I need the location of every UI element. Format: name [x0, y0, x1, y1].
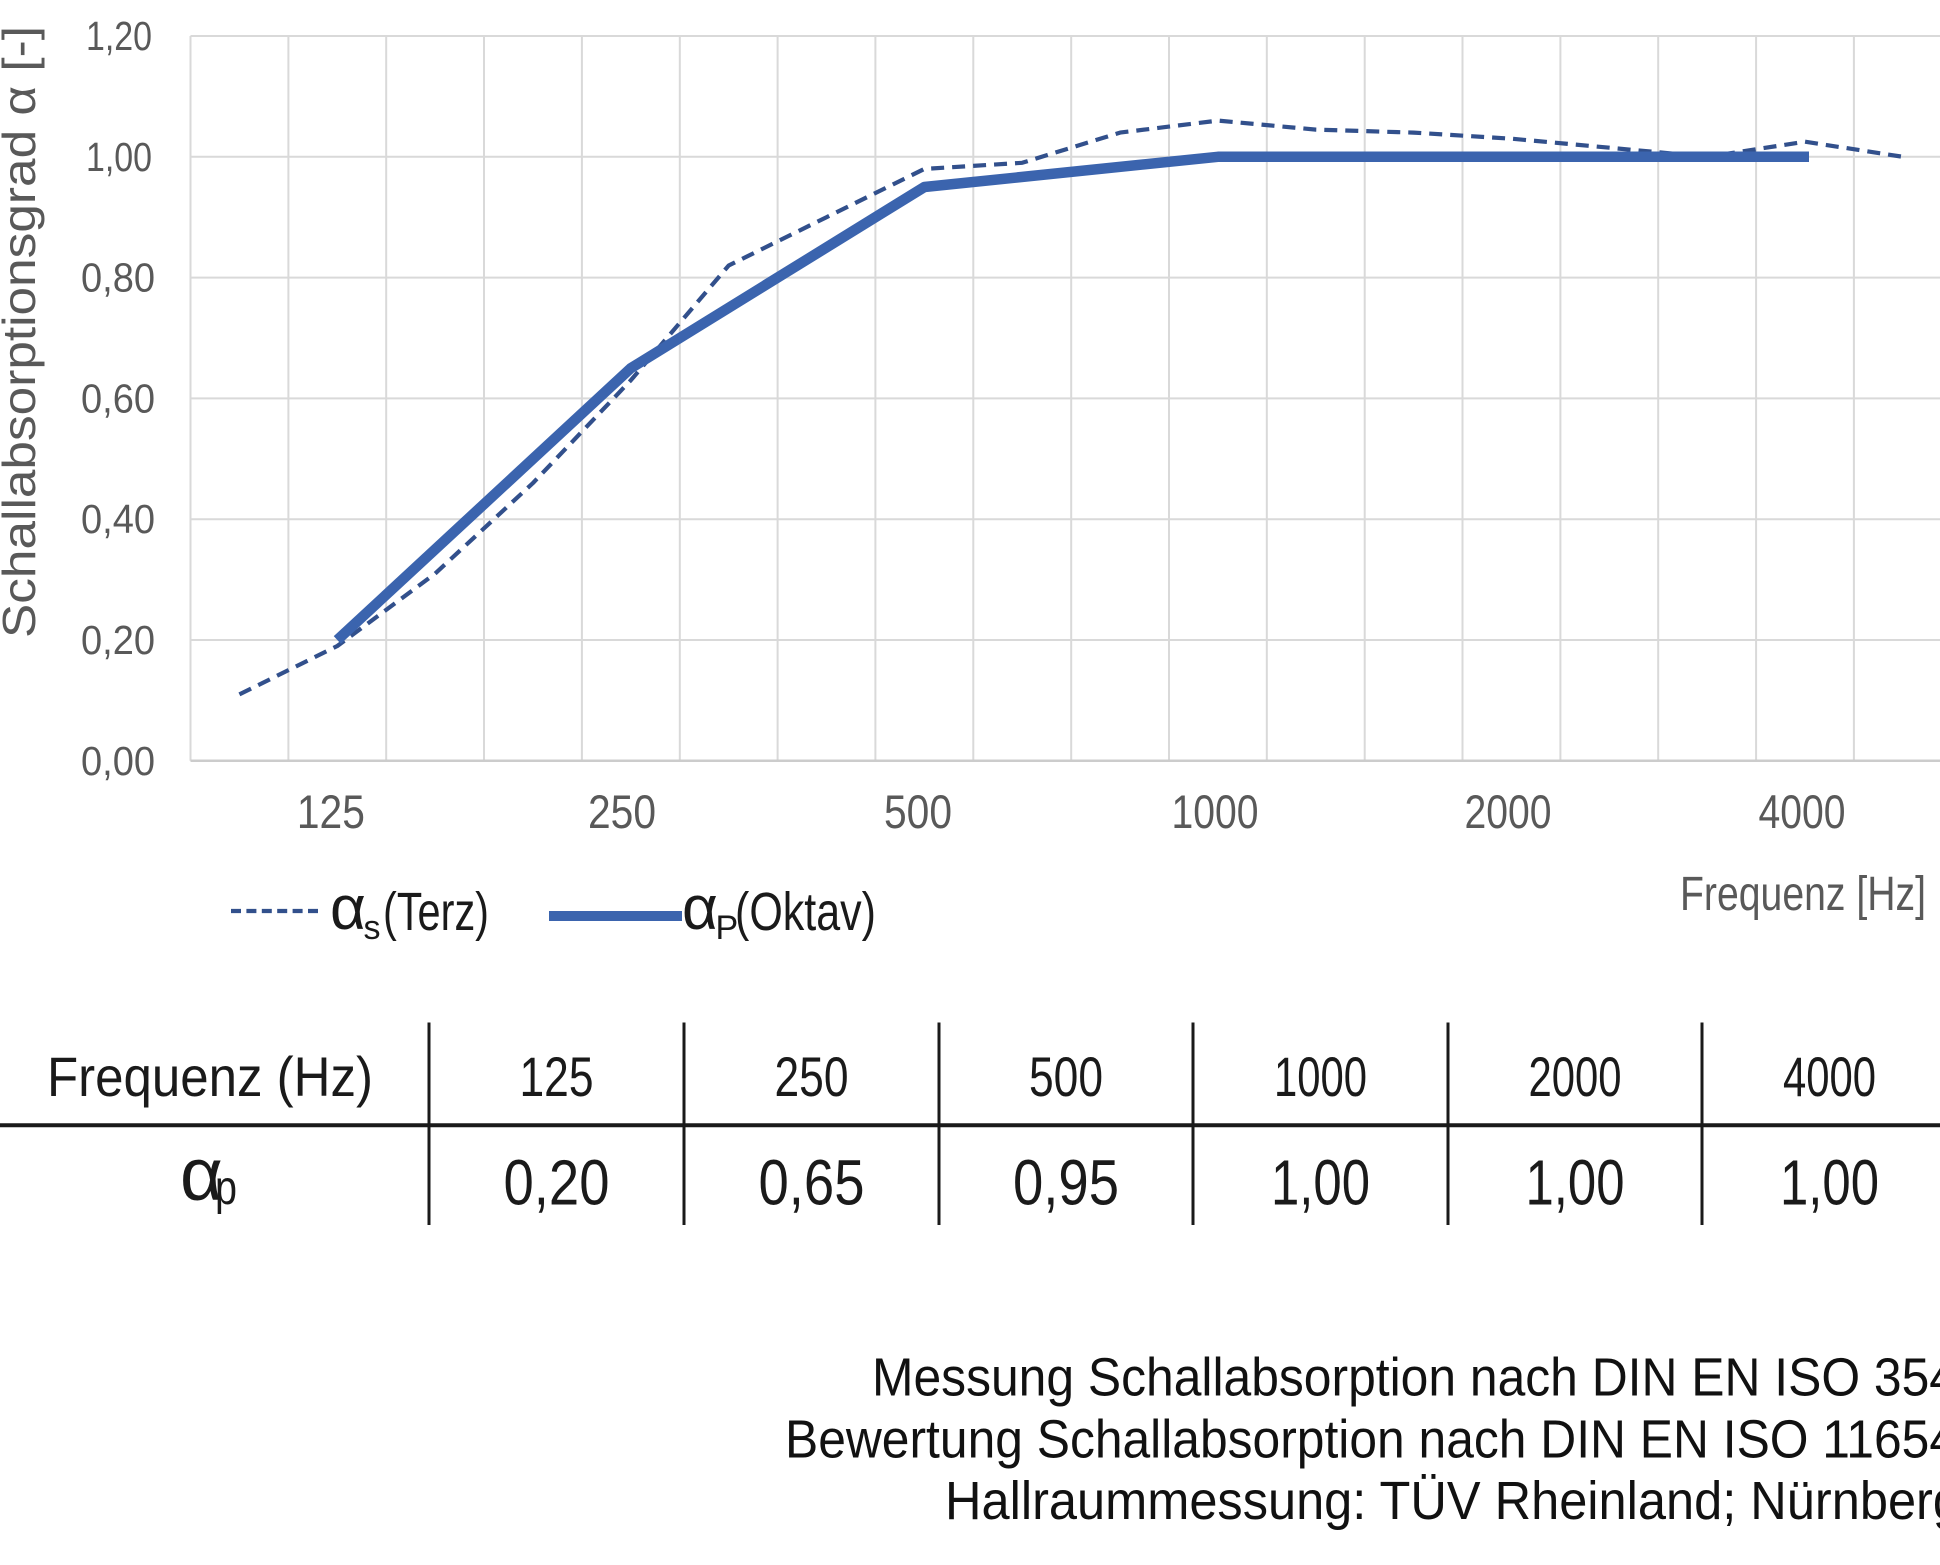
svg-text:1000: 1000 [1274, 1045, 1367, 1108]
svg-text:Messung Schallabsorption nach: Messung Schallabsorption nach DIN EN ISO… [872, 1348, 1940, 1408]
svg-text:Frequenz (Hz): Frequenz (Hz) [47, 1045, 373, 1108]
svg-text:s: s [364, 909, 381, 947]
svg-text:0,60: 0,60 [81, 375, 155, 421]
svg-text:Schallabsorptionsgrad α [-]: Schallabsorptionsgrad α [-] [0, 26, 45, 638]
svg-text:1000: 1000 [1172, 785, 1259, 838]
svg-text:125: 125 [520, 1045, 594, 1108]
svg-text:1,20: 1,20 [86, 13, 152, 59]
svg-text:0,00: 0,00 [81, 738, 155, 784]
svg-text:250: 250 [588, 785, 656, 838]
svg-text:0,20: 0,20 [81, 617, 155, 663]
svg-text:1,00: 1,00 [86, 134, 152, 180]
svg-text:0,65: 0,65 [759, 1147, 865, 1219]
svg-text:α: α [330, 874, 366, 943]
svg-text:125: 125 [297, 785, 365, 838]
svg-text:p: p [215, 1162, 237, 1215]
svg-text:250: 250 [775, 1045, 849, 1108]
svg-text:0,80: 0,80 [81, 255, 155, 301]
svg-text:(Oktav): (Oktav) [735, 882, 876, 942]
svg-text:0,20: 0,20 [504, 1147, 610, 1219]
svg-text:500: 500 [1029, 1045, 1103, 1108]
svg-text:1,00: 1,00 [1526, 1147, 1625, 1219]
svg-text:4000: 4000 [1759, 785, 1846, 838]
svg-text:Hallraummessung: TÜV Rheinland: Hallraummessung: TÜV Rheinland; Nürnberg [945, 1471, 1940, 1531]
svg-text:α: α [180, 1133, 223, 1216]
svg-text:Frequenz [Hz]: Frequenz [Hz] [1680, 868, 1926, 921]
svg-text:2000: 2000 [1465, 785, 1552, 838]
svg-text:4000: 4000 [1783, 1045, 1876, 1108]
svg-text:1,00: 1,00 [1780, 1147, 1879, 1219]
svg-text:0,40: 0,40 [81, 496, 155, 542]
svg-text:1,00: 1,00 [1271, 1147, 1370, 1219]
svg-text:Bewertung Schallabsorption nac: Bewertung Schallabsorption nach DIN EN I… [785, 1410, 1940, 1470]
svg-text:500: 500 [884, 785, 952, 838]
svg-text:α: α [682, 874, 718, 943]
svg-text:0,95: 0,95 [1013, 1147, 1119, 1219]
svg-text:P: P [716, 909, 739, 947]
svg-text:(Terz): (Terz) [383, 882, 489, 942]
svg-text:2000: 2000 [1529, 1045, 1622, 1108]
